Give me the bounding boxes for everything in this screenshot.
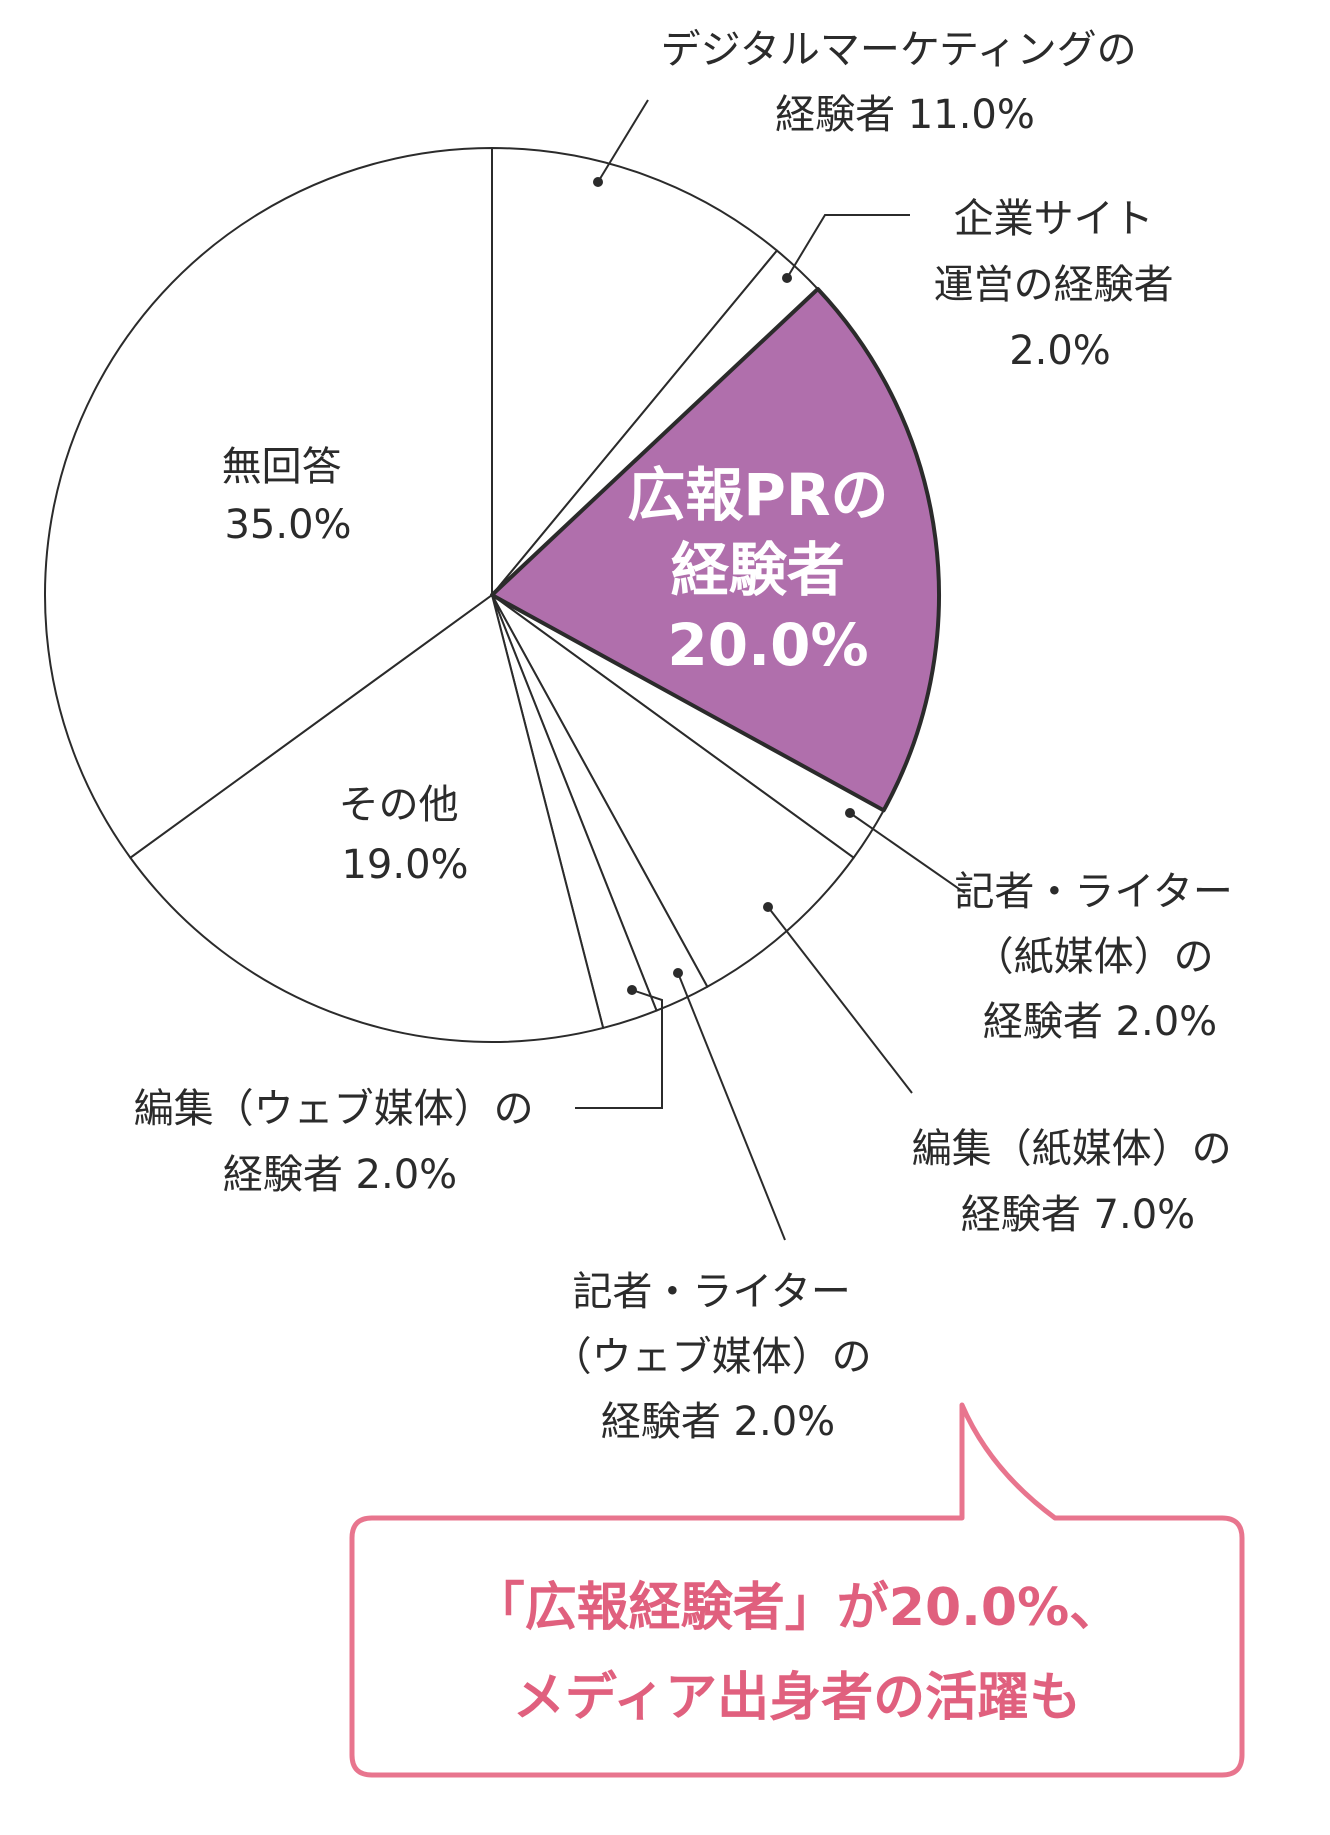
callout-bubble: 「広報経験者」が20.0%、 メディア出身者の活躍も (349, 1402, 1245, 1778)
label-reporter-web: 記者・ライター （ウェブ媒体）の 経験者 2.0% (552, 1269, 885, 1445)
pie-slice-0 (491, 147, 778, 596)
label-digital: デジタルマーケティングの 経験者 11.0% (661, 27, 1150, 138)
label-other: その他 19.0% (339, 782, 472, 888)
pie-slice-2 (490, 287, 941, 813)
leader-dots (593, 177, 855, 995)
leader-editor-paper (767, 906, 913, 1094)
pie-slices (44, 147, 941, 1043)
leader-digital (597, 99, 649, 183)
leader-site (786, 214, 910, 279)
leader-dot-reporter-web (673, 968, 683, 978)
label-pr: 広報PRの 経験者 20.0% (627, 461, 908, 679)
pie-slice-7 (129, 594, 605, 1043)
pie-slice-4 (491, 594, 855, 988)
label-editor-paper: 編集（紙媒体）の 経験者 7.0% (912, 1126, 1245, 1238)
label-none: 無回答 35.0% (222, 444, 355, 548)
leader-dot-site (782, 273, 792, 283)
callout-line-2: メディア出身者の活躍も (513, 1668, 1081, 1728)
callout-shape (349, 1402, 1245, 1778)
leader-dot-editor-paper (763, 902, 773, 912)
leader-reporter-paper (849, 812, 966, 894)
label-reporter-paper: 記者・ライター （紙媒体）の 経験者 2.0% (954, 869, 1245, 1045)
leader-editor-web (575, 989, 663, 1109)
label-editor-web: 編集（ウェブ媒体）の 経験者 2.0% (134, 1086, 547, 1198)
leader-lines (575, 99, 966, 1241)
leader-reporter-web (677, 972, 786, 1241)
pie-slice-8 (44, 147, 493, 859)
leader-dot-editor-web (627, 985, 637, 995)
leader-dot-digital (593, 177, 603, 187)
label-site: 企業サイト 運営の経験者 2.0% (934, 196, 1187, 374)
leader-dot-reporter-paper (845, 808, 855, 818)
callout-line-1: 「広報経験者」が20.0%、 (473, 1578, 1121, 1638)
